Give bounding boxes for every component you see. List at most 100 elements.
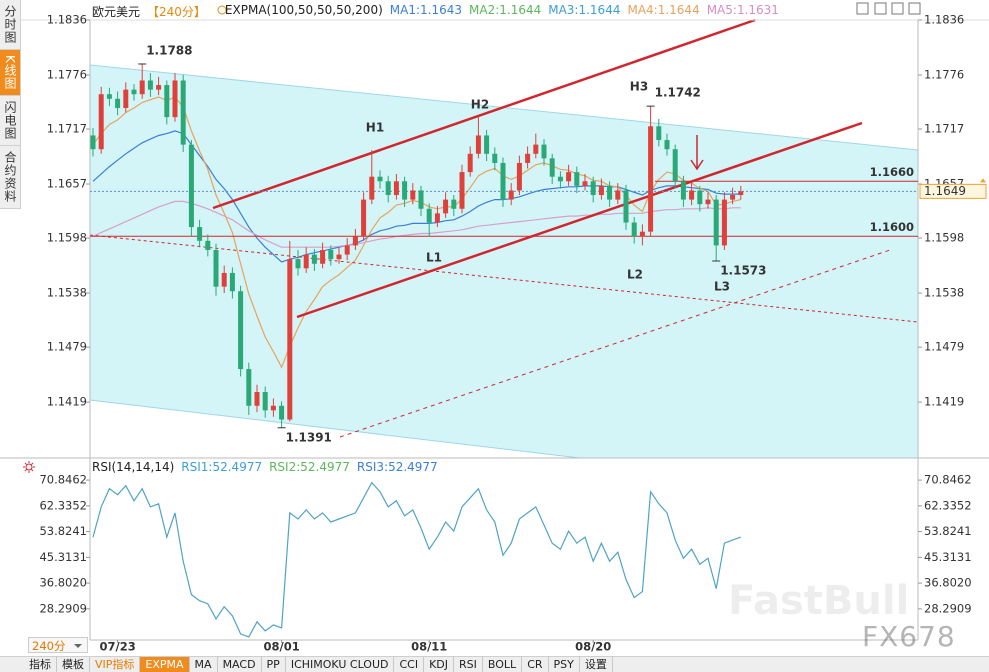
candle-body: [434, 213, 440, 223]
candle-body: [115, 98, 121, 108]
y-tick-label: 28.2909: [924, 601, 972, 615]
candle-body: [615, 190, 621, 200]
indicator-tab[interactable]: KDJ: [424, 657, 455, 672]
x-tick-label: 08/11: [411, 640, 447, 654]
candle-body: [533, 144, 539, 154]
icon-circle: [25, 463, 33, 471]
trend-line: [212, 18, 756, 210]
y-tick-label: 1.1717: [924, 122, 964, 136]
candle-body: [508, 190, 514, 200]
candle-body: [361, 199, 367, 237]
candle-body: [672, 149, 678, 182]
price-tag-box: [919, 183, 987, 199]
indicator-tab[interactable]: ICHIMOKU CLOUD: [286, 657, 395, 672]
candle-body: [738, 191, 744, 196]
y-tick-label: 28.2909: [39, 601, 87, 615]
candle-body: [262, 392, 268, 411]
icon-rays: [23, 461, 35, 473]
candle-body: [639, 231, 645, 237]
y-tick-label: 53.8241: [924, 524, 972, 538]
candle-body: [500, 162, 506, 200]
candle-body: [730, 195, 736, 200]
candle-body: [566, 172, 572, 182]
indicator-tab[interactable]: EXPMA: [140, 657, 190, 672]
candle-body: [287, 259, 293, 420]
y-tick-label: 1.1538: [47, 286, 87, 300]
x-tick-label: 08/20: [575, 640, 611, 654]
sidebar-tab[interactable]: 分时图: [0, 0, 20, 50]
candle-body: [402, 181, 408, 200]
candle-body: [197, 227, 203, 241]
sun-icon: [23, 461, 35, 473]
dashed-line: [339, 249, 891, 438]
indicator-tab[interactable]: 设置: [580, 657, 613, 672]
rsi-header: RSI(14,14,14) RSI1:52.4977 RSI2:52.4977 RSI…: [92, 460, 438, 474]
candle-body: [697, 190, 703, 205]
candle-body: [525, 153, 531, 163]
indicator-tab[interactable]: 模板: [57, 657, 90, 672]
icon-button[interactable]: [891, 2, 904, 15]
period-select[interactable]: 240分: [28, 637, 88, 653]
candle-body: [205, 240, 211, 250]
candle-body: [156, 85, 162, 90]
candle-body: [344, 245, 350, 255]
indicator-tab[interactable]: PP: [262, 657, 286, 672]
indicator-header: 欧元美元 【240分】 EXPMA(100,50,50,50,200) MA1:1.1…: [92, 3, 779, 20]
y-tick-label: 1.1419: [924, 395, 964, 409]
candle-body: [369, 176, 375, 200]
sidebar-tab[interactable]: 合约资料: [0, 146, 20, 209]
candle-body: [254, 392, 260, 406]
extreme-label: 1.1573: [720, 263, 766, 277]
sidebar-tab[interactable]: K线图: [0, 50, 20, 96]
candle-body: [238, 291, 244, 370]
indicator-tab[interactable]: MA: [190, 657, 218, 672]
indicator-tab[interactable]: RSI: [454, 657, 483, 672]
y-tick-label: 1.1598: [47, 231, 87, 245]
candle-body: [385, 181, 391, 196]
indicator-tab[interactable]: MACD: [218, 657, 262, 672]
candle-body: [418, 190, 424, 209]
y-tick-label: 36.8020: [39, 576, 87, 590]
candle-body: [410, 190, 416, 200]
dashed-line: [89, 234, 919, 323]
header-item: EXPMA(100,50,50,50,200): [224, 3, 383, 17]
candle-body: [164, 85, 170, 118]
indicator-tab[interactable]: CR: [522, 657, 549, 672]
add-icon[interactable]: [217, 5, 227, 15]
pattern-label: L2: [627, 268, 643, 282]
indicator-tab[interactable]: VIP指标: [90, 657, 141, 672]
candle-body: [713, 199, 719, 246]
candle-body: [623, 190, 629, 223]
candle-body: [689, 190, 695, 200]
candle-body: [246, 369, 252, 406]
indicator-tab[interactable]: BOLL: [483, 657, 523, 672]
indicator-tab[interactable]: 指标: [24, 657, 57, 672]
candle-body: [467, 153, 473, 173]
candle-body: [631, 222, 637, 237]
candle-body: [172, 80, 178, 118]
down-arrow: [690, 135, 704, 171]
candle-body: [680, 181, 686, 200]
candle-body: [303, 254, 309, 269]
indicator-tab[interactable]: CCI: [394, 657, 425, 672]
candle-body: [549, 158, 555, 177]
candle-body: [459, 172, 465, 209]
y-tick-label: 1.1776: [924, 67, 964, 81]
sidebar-tab[interactable]: 闪电图: [0, 96, 20, 146]
candle-body: [270, 405, 276, 411]
pattern-label: H2: [471, 98, 489, 112]
indicator-tabs: 指标 模板 VIP指标 EXPMA MA MACD PP ICHIMOKU CLOUD CCI K…: [0, 656, 989, 672]
icon-button[interactable]: [856, 2, 869, 15]
header-item: MA3:1.1644: [548, 3, 621, 17]
pattern-label: H3: [630, 80, 648, 94]
rsi-line: [92, 481, 742, 638]
y-tick-label: 1.1836: [924, 13, 964, 27]
candle-body: [664, 140, 670, 150]
icon-button[interactable]: [874, 2, 887, 15]
y-tick-label: 70.8462: [39, 473, 87, 487]
icon-button[interactable]: [908, 2, 921, 15]
window-icons[interactable]: [217, 2, 921, 15]
y-tick-label: 1.1598: [924, 231, 964, 245]
indicator-tab[interactable]: PSY: [549, 657, 580, 672]
